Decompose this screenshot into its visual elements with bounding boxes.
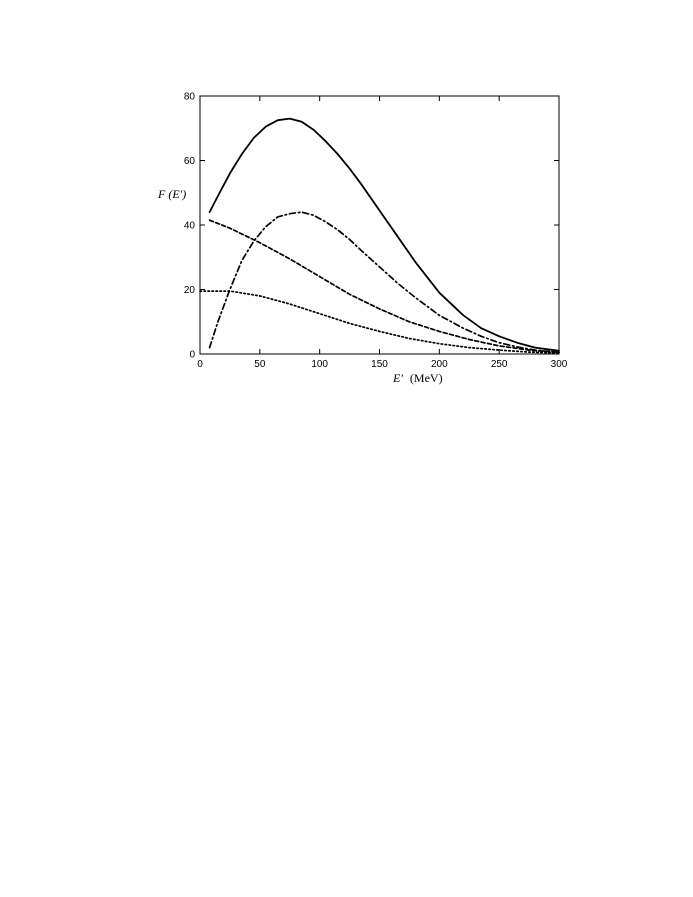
y-tick-label: 20 [184,285,196,296]
y-tick-label: 40 [184,221,196,232]
x-tick-label: 100 [311,359,328,370]
series-group [199,117,560,354]
y-tick-label: 60 [184,156,196,167]
series-line-solid [208,117,560,352]
x-tick-label: 150 [371,359,388,370]
series-line-dotted [199,290,560,354]
x-tick-label: 250 [491,359,508,370]
plot-frame [199,95,560,355]
x-tick-label: 0 [197,359,203,370]
y-tick-label: 80 [184,92,196,103]
x-axis-label-unit: (MeV) [410,371,443,385]
tick-marks [199,95,560,355]
x-tick-label: 300 [551,359,568,370]
series-line-dashdot [208,211,560,354]
series-line-dashed [208,219,560,354]
tick-labels: 0 50 100 150 200 250 300 0 20 40 60 80 [184,92,568,371]
x-tick-label: 50 [254,359,266,370]
x-axis-label-symbol: E' [392,371,403,385]
x-tick-label: 200 [431,359,448,370]
y-axis-label: F (E') [157,187,186,201]
x-axis-label: E' (MeV) [392,371,443,385]
y-tick-label: 0 [189,350,195,361]
